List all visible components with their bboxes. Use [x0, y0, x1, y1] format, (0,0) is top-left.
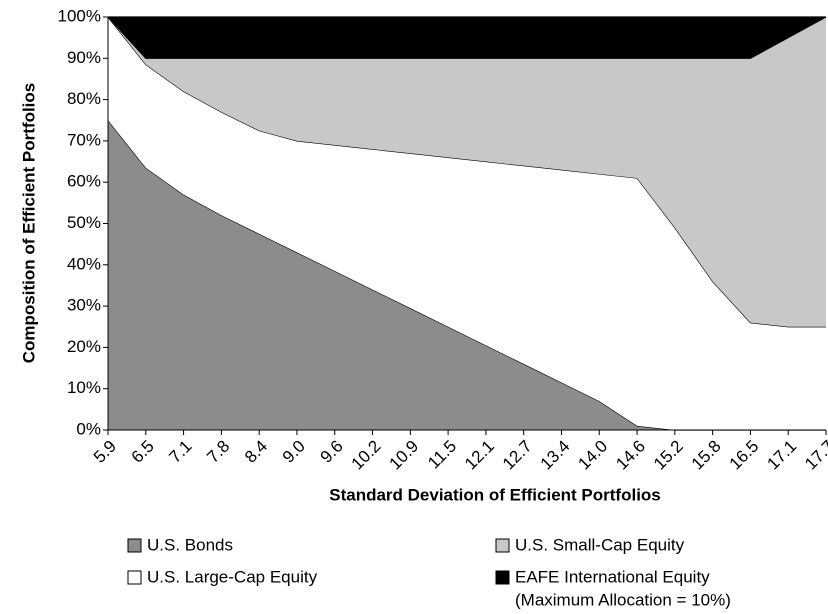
y-tick-label: 0%: [76, 419, 101, 438]
x-tick-label: 13.4: [537, 437, 574, 474]
x-tick-label: 14.6: [612, 437, 649, 474]
x-tick-label: 17.7: [801, 437, 828, 474]
y-tick-label: 30%: [67, 296, 101, 315]
legend-swatch: [495, 538, 510, 553]
x-axis-title: Standard Deviation of Efficient Portfoli…: [329, 485, 661, 504]
x-tick-label: 8.4: [241, 437, 271, 467]
area: [108, 120, 826, 430]
legend-label: EAFE International Equity: [515, 567, 710, 586]
x-tick-label: 11.5: [424, 437, 460, 473]
x-tick-label: 7.1: [165, 437, 195, 467]
y-tick-label: 60%: [67, 172, 101, 191]
area: [108, 17, 826, 430]
x-tick-label: 9.6: [317, 437, 347, 467]
y-tick-label: 80%: [67, 89, 101, 108]
y-tick-label: 10%: [67, 378, 101, 397]
x-tick-label: 17.1: [763, 437, 800, 474]
x-tick-label: 10.9: [385, 437, 422, 474]
y-tick-label: 70%: [67, 130, 101, 149]
x-tick-label: 15.8: [688, 437, 725, 474]
legend-label: U.S. Bonds: [147, 535, 233, 554]
x-tick-label: 10.2: [348, 437, 385, 474]
y-tick-label: 100%: [58, 6, 101, 25]
y-axis-title: Composition of Efficient Portfolios: [19, 83, 38, 363]
x-tick-label: 14.0: [574, 437, 611, 474]
x-tick-label: 16.5: [726, 437, 763, 474]
area: [108, 17, 826, 59]
y-tick-label: 90%: [67, 48, 101, 67]
x-tick-label: 12.7: [499, 437, 536, 474]
y-tick-label: 50%: [67, 213, 101, 232]
y-tick-label: 20%: [67, 337, 101, 356]
legend-swatch: [127, 538, 142, 553]
legend-swatch: [495, 570, 510, 585]
legend-swatch: [127, 570, 142, 585]
legend-note: (Maximum Allocation = 10%): [515, 590, 731, 609]
legend-label: U.S. Large-Cap Equity: [147, 567, 318, 586]
x-tick-label: 15.2: [650, 437, 687, 474]
y-tick-label: 40%: [67, 254, 101, 273]
area: [108, 17, 826, 327]
x-tick-label: 9.0: [279, 437, 309, 467]
x-tick-label: 6.5: [128, 437, 158, 467]
x-tick-label: 7.8: [203, 437, 233, 467]
legend-label: U.S. Small-Cap Equity: [515, 535, 685, 554]
x-tick-label: 5.9: [90, 437, 120, 467]
x-tick-label: 12.1: [461, 437, 498, 474]
